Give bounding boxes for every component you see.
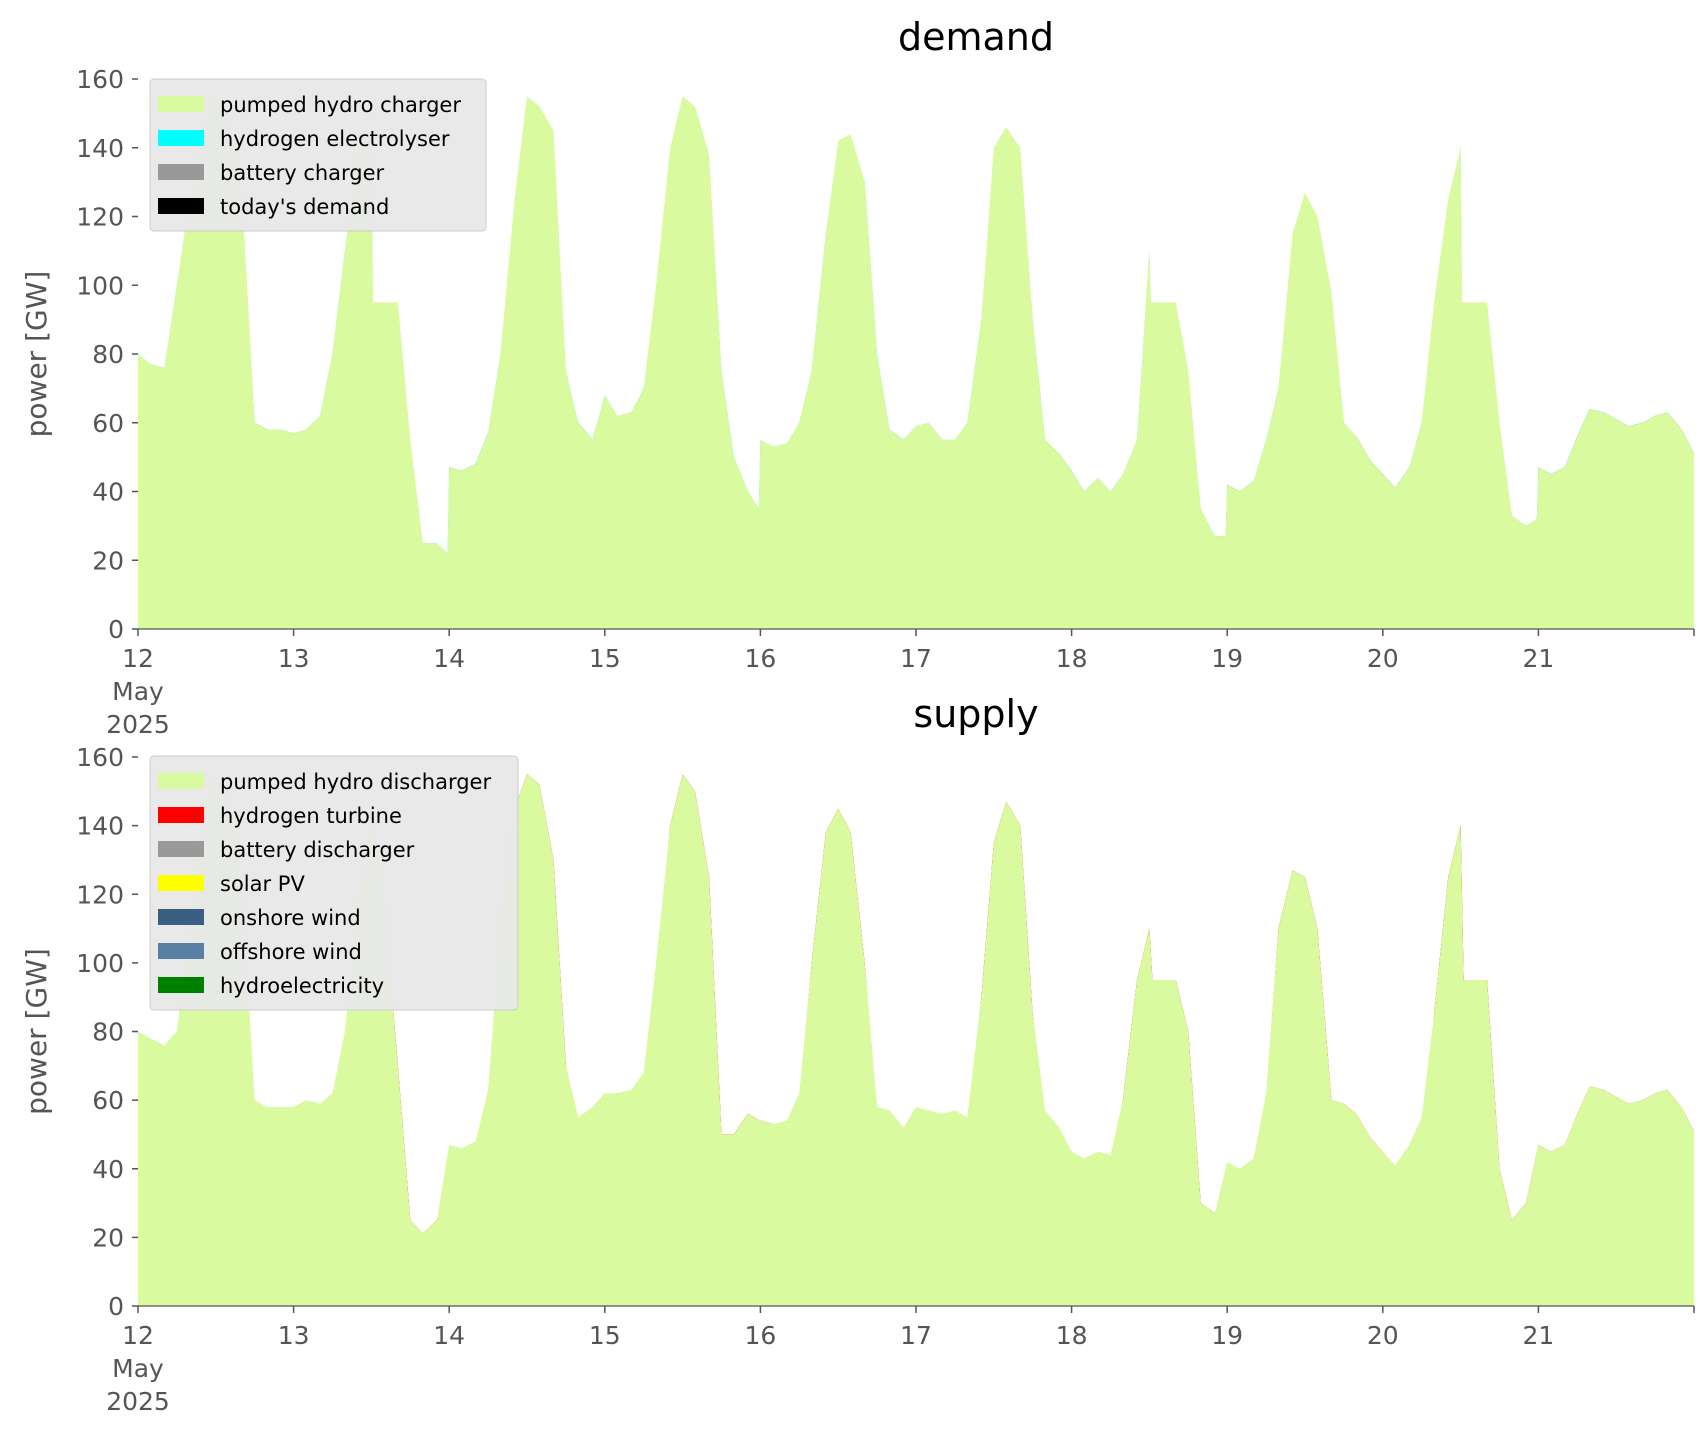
y-tick-label: 120 (76, 880, 124, 909)
legend-swatch-hydroelectricity (158, 977, 204, 993)
legend-label: hydroelectricity (220, 974, 384, 998)
legend-swatch-hydrogen-turbine (158, 807, 204, 823)
x-tick-label: May (112, 1354, 164, 1383)
x-tick-label: 16 (744, 1321, 776, 1350)
y-tick-label: 140 (76, 812, 124, 841)
legend-label: battery discharger (220, 838, 415, 862)
y-tick-label: 40 (92, 478, 124, 507)
legend-label: pumped hydro discharger (220, 770, 491, 794)
y-tick-label: 20 (92, 546, 124, 575)
y-tick-label: 80 (92, 1018, 124, 1047)
x-tick-label: 12 (122, 644, 154, 673)
x-tick-label: 2025 (106, 710, 170, 739)
x-tick-label: 20 (1367, 1321, 1399, 1350)
y-tick-label: 60 (92, 1086, 124, 1115)
x-tick-label: 12 (122, 1321, 154, 1350)
y-tick-label: 0 (108, 615, 124, 644)
x-tick-label: 15 (589, 644, 621, 673)
y-tick-label: 160 (76, 743, 124, 772)
x-tick-label: 17 (900, 1321, 932, 1350)
legend-label: hydrogen turbine (220, 804, 402, 828)
x-tick-label: 13 (278, 644, 310, 673)
legend: pumped hydro discharger hydrogen turbine b… (149, 755, 519, 1011)
chart-title: demand (898, 15, 1054, 59)
legend-swatch-battery-discharger (158, 841, 204, 857)
x-tick-label: May (112, 677, 164, 706)
legend-swatch-hydrogen-electrolyser (158, 130, 204, 146)
legend-label: today's demand (220, 195, 389, 219)
y-axis-label: power [GW] (20, 948, 53, 1115)
legend-label: pumped hydro charger (220, 93, 461, 117)
y-tick-label: 140 (76, 134, 124, 163)
x-tick-label: 21 (1522, 1321, 1554, 1350)
x-tick-label: 19 (1211, 644, 1243, 673)
y-tick-label: 160 (76, 65, 124, 94)
legend-swatch-today-s-demand (158, 198, 204, 214)
legend-label: solar PV (220, 872, 305, 896)
x-tick-label: 18 (1056, 1321, 1088, 1350)
x-tick-label: 20 (1367, 644, 1399, 673)
x-tick-label: 16 (744, 644, 776, 673)
legend-box (149, 78, 487, 232)
y-tick-label: 60 (92, 409, 124, 438)
legend-swatch-pumped-hydro-charger (158, 96, 204, 112)
x-tick-label: 13 (278, 1321, 310, 1350)
legend-swatch-offshore-wind (158, 943, 204, 959)
y-tick-label: 100 (76, 949, 124, 978)
area-pumped-hydro-discharger (138, 774, 1694, 1306)
chart-supply: 0 20 40 60 80 100 120 140 160 12 May 2025 13 14 15 16 17… (20, 692, 1695, 1416)
y-tick-label: 0 (108, 1292, 124, 1321)
chart-demand: 0 20 40 60 80 100 120 140 160 12 May 2025 13 14 15 16 17… (20, 15, 1695, 739)
y-tick-label: 100 (76, 271, 124, 300)
legend-label: offshore wind (220, 940, 362, 964)
x-tick-label: 17 (900, 644, 932, 673)
x-tick-label: 2025 (106, 1387, 170, 1416)
legend-swatch-solar-pv (158, 875, 204, 891)
legend-box (149, 755, 519, 1011)
area-pumped-hydro-charger (138, 96, 1694, 629)
legend: pumped hydro charger hydrogen electrolyse… (149, 78, 487, 232)
y-tick-label: 40 (92, 1155, 124, 1184)
legend-swatch-battery-charger (158, 164, 204, 180)
chart-title: supply (913, 692, 1038, 736)
x-tick-label: 14 (433, 644, 465, 673)
x-tick-label: 14 (433, 1321, 465, 1350)
legend-label: onshore wind (220, 906, 361, 930)
x-tick-label: 19 (1211, 1321, 1243, 1350)
legend-swatch-onshore-wind (158, 909, 204, 925)
y-tick-label: 120 (76, 203, 124, 232)
legend-swatch-pumped-hydro-discharger (158, 773, 204, 789)
y-axis-label: power [GW] (20, 271, 53, 438)
legend-label: battery charger (220, 161, 385, 185)
y-tick-label: 80 (92, 340, 124, 369)
x-tick-label: 18 (1056, 644, 1088, 673)
x-tick-label: 21 (1522, 644, 1554, 673)
legend-label: hydrogen electrolyser (220, 127, 450, 151)
x-tick-label: 15 (589, 1321, 621, 1350)
y-tick-label: 20 (92, 1223, 124, 1252)
